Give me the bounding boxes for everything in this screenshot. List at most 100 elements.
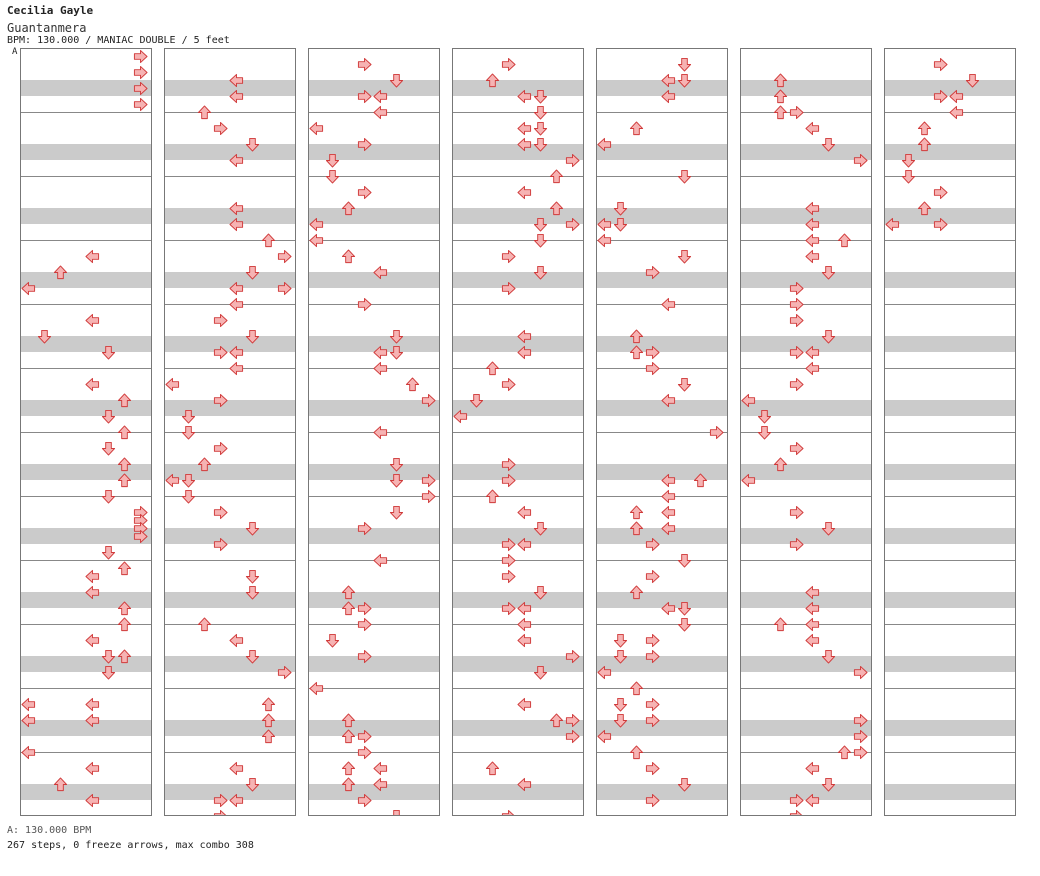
- arrow-left-icon: [164, 377, 179, 391]
- arrow-down-icon: [677, 249, 691, 264]
- arrow-down-icon: [389, 809, 403, 816]
- measure-divider: [452, 688, 584, 689]
- arrow-up-icon: [117, 648, 131, 663]
- arrow-left-icon: [228, 297, 243, 311]
- beat-stripe: [20, 272, 152, 288]
- arrow-down-icon: [677, 57, 691, 72]
- arrow-down-icon: [613, 633, 627, 648]
- arrow-right-icon: [933, 185, 948, 199]
- arrow-up-icon: [917, 136, 931, 151]
- arrow-right-icon: [789, 377, 804, 391]
- arrow-right-icon: [565, 649, 580, 663]
- measure-divider: [740, 112, 872, 113]
- arrow-down-icon: [389, 345, 403, 360]
- arrow-left-icon: [596, 729, 611, 743]
- arrow-left-icon: [84, 633, 99, 647]
- beat-stripe: [452, 592, 584, 608]
- arrow-left-icon: [372, 761, 387, 775]
- arrow-up-icon: [53, 264, 67, 279]
- arrow-down-icon: [613, 217, 627, 232]
- arrow-left-icon: [516, 121, 531, 135]
- arrow-left-icon: [804, 233, 819, 247]
- arrow-left-icon: [804, 761, 819, 775]
- beat-stripe: [452, 336, 584, 352]
- arrow-up-icon: [773, 88, 787, 103]
- arrow-right-icon: [421, 473, 436, 487]
- measure-divider: [740, 176, 872, 177]
- arrow-down-icon: [325, 169, 339, 184]
- measure-divider: [884, 240, 1016, 241]
- arrow-down-icon: [533, 137, 547, 152]
- arrow-up-icon: [693, 472, 707, 487]
- measure-divider: [164, 240, 296, 241]
- footer-bpm: A: 130.000 BPM: [7, 825, 92, 836]
- arrow-up-icon: [629, 120, 643, 135]
- arrow-down-icon: [533, 265, 547, 280]
- beat-stripe: [884, 656, 1016, 672]
- beat-stripe: [740, 336, 872, 352]
- arrow-right-icon: [213, 345, 228, 359]
- arrow-down-icon: [677, 617, 691, 632]
- measure-divider: [884, 304, 1016, 305]
- arrow-left-icon: [948, 105, 963, 119]
- measure-divider: [164, 432, 296, 433]
- arrow-right-icon: [645, 361, 660, 375]
- arrow-left-icon: [660, 393, 675, 407]
- beat-stripe: [596, 144, 728, 160]
- beat-stripe: [596, 80, 728, 96]
- arrow-left-icon: [804, 345, 819, 359]
- arrow-up-icon: [773, 104, 787, 119]
- arrow-left-icon: [804, 601, 819, 615]
- arrow-left-icon: [660, 521, 675, 535]
- beat-stripe: [20, 336, 152, 352]
- measure-divider: [308, 496, 440, 497]
- footer-stats: 267 steps, 0 freeze arrows, max combo 30…: [7, 840, 254, 851]
- beat-stripe: [452, 656, 584, 672]
- arrow-right-icon: [213, 537, 228, 551]
- chart-column-3: [308, 48, 440, 816]
- arrow-left-icon: [740, 393, 755, 407]
- arrow-right-icon: [645, 569, 660, 583]
- arrow-up-icon: [197, 104, 211, 119]
- measure-divider: [20, 240, 152, 241]
- arrow-right-icon: [357, 57, 372, 71]
- measure-divider: [308, 752, 440, 753]
- arrow-right-icon: [501, 809, 516, 816]
- beat-stripe: [164, 208, 296, 224]
- arrow-left-icon: [660, 297, 675, 311]
- beat-stripe: [596, 592, 728, 608]
- arrow-up-icon: [261, 712, 275, 727]
- arrow-down-icon: [613, 201, 627, 216]
- arrow-left-icon: [596, 665, 611, 679]
- song-title: Guantanmera: [7, 21, 87, 35]
- arrow-left-icon: [740, 473, 755, 487]
- arrow-up-icon: [261, 728, 275, 743]
- arrow-down-icon: [821, 137, 835, 152]
- arrow-right-icon: [213, 313, 228, 327]
- arrow-left-icon: [308, 217, 323, 231]
- arrow-left-icon: [516, 601, 531, 615]
- beat-stripe: [740, 208, 872, 224]
- arrow-right-icon: [213, 505, 228, 519]
- arrow-right-icon: [277, 249, 292, 263]
- arrow-left-icon: [84, 569, 99, 583]
- measure-divider: [164, 176, 296, 177]
- arrow-right-icon: [853, 665, 868, 679]
- measure-divider: [884, 560, 1016, 561]
- arrow-right-icon: [501, 553, 516, 567]
- measure-divider: [20, 624, 152, 625]
- beat-stripe: [308, 720, 440, 736]
- arrow-down-icon: [389, 473, 403, 488]
- arrow-left-icon: [516, 185, 531, 199]
- measure-divider: [884, 688, 1016, 689]
- beat-stripe: [884, 464, 1016, 480]
- arrow-down-icon: [821, 777, 835, 792]
- arrow-down-icon: [533, 521, 547, 536]
- arrow-up-icon: [629, 680, 643, 695]
- beat-stripe: [884, 784, 1016, 800]
- arrow-down-icon: [677, 377, 691, 392]
- measure-divider: [20, 368, 152, 369]
- arrow-up-icon: [341, 776, 355, 791]
- arrow-up-icon: [117, 472, 131, 487]
- arrow-right-icon: [213, 809, 228, 816]
